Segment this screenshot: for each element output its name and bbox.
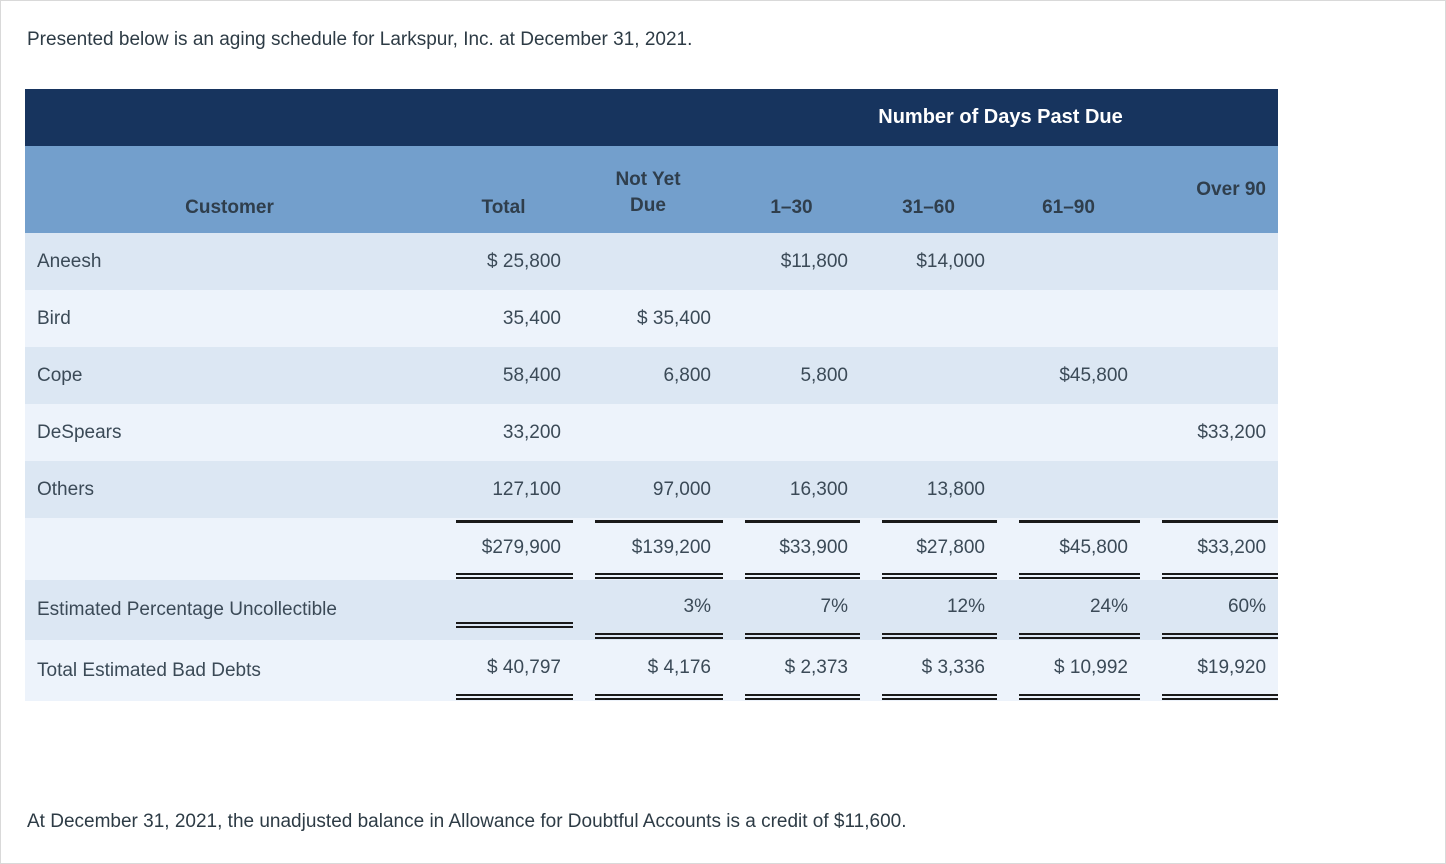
amount-cell <box>997 233 1140 290</box>
amount-cell: $14,000 <box>860 233 997 290</box>
customer-cell: Others <box>25 461 434 518</box>
amount-cell: $279,900 <box>434 518 573 580</box>
amount-cell: 60% <box>1140 580 1279 640</box>
header-over-90: Over 90 <box>1140 146 1279 233</box>
table-row-aneesh: Aneesh $ 25,800 $11,800 $14,000 <box>25 233 1279 290</box>
banner-row: Number of Days Past Due <box>25 89 1279 146</box>
amount-cell: 33,200 <box>434 404 573 461</box>
table-row-column-totals: $279,900 $139,200 $33,900 $27,800 $45,80… <box>25 518 1279 580</box>
amount-cell: $19,920 <box>1140 640 1279 701</box>
amount-cell: 5,800 <box>723 347 860 404</box>
amount-cell: 3% <box>573 580 723 640</box>
footer-text: At December 31, 2021, the unadjusted bal… <box>27 811 907 832</box>
banner-cell: Number of Days Past Due <box>723 89 1279 146</box>
amount-cell: $33,900 <box>723 518 860 580</box>
header-61-90: 61–90 <box>997 146 1140 233</box>
table-row-estimated-percentage: Estimated Percentage Uncollectible 3% 7%… <box>25 580 1279 640</box>
amount-cell <box>723 290 860 347</box>
row-label: Total Estimated Bad Debts <box>25 640 434 701</box>
column-header-row: Customer Total Not Yet Due 1–30 31–60 61… <box>25 146 1279 233</box>
amount-cell: $139,200 <box>573 518 723 580</box>
header-not-yet-due: Not Yet Due <box>573 146 723 233</box>
header-1-30: 1–30 <box>723 146 860 233</box>
amount-cell: $11,800 <box>723 233 860 290</box>
amount-cell: $33,200 <box>1140 404 1279 461</box>
amount-cell: 35,400 <box>434 290 573 347</box>
amount-cell <box>860 404 997 461</box>
table-row-others: Others 127,100 97,000 16,300 13,800 <box>25 461 1279 518</box>
amount-cell: $45,800 <box>997 518 1140 580</box>
amount-cell <box>997 290 1140 347</box>
amount-cell <box>723 404 860 461</box>
amount-cell: 24% <box>997 580 1140 640</box>
intro-text: Presented below is an aging schedule for… <box>27 29 693 50</box>
table-row-cope: Cope 58,400 6,800 5,800 $45,800 <box>25 347 1279 404</box>
banner-spacer <box>25 89 723 146</box>
amount-cell <box>1140 290 1279 347</box>
customer-cell: Bird <box>25 290 434 347</box>
amount-cell: $ 10,992 <box>997 640 1140 701</box>
amount-cell: $ 2,373 <box>723 640 860 701</box>
table-row-despears: DeSpears 33,200 $33,200 <box>25 404 1279 461</box>
amount-cell <box>860 347 997 404</box>
table-row-bird: Bird 35,400 $ 35,400 <box>25 290 1279 347</box>
customer-cell: Aneesh <box>25 233 434 290</box>
amount-cell <box>997 404 1140 461</box>
amount-cell: $27,800 <box>860 518 997 580</box>
amount-cell: $ 40,797 <box>434 640 573 701</box>
amount-cell <box>860 290 997 347</box>
amount-cell: 16,300 <box>723 461 860 518</box>
amount-cell: $33,200 <box>1140 518 1279 580</box>
amount-cell: $ 25,800 <box>434 233 573 290</box>
header-31-60: 31–60 <box>860 146 997 233</box>
row-label: Estimated Percentage Uncollectible <box>25 580 434 640</box>
amount-cell <box>997 461 1140 518</box>
amount-cell <box>434 580 573 640</box>
amount-cell: 127,100 <box>434 461 573 518</box>
amount-cell <box>573 233 723 290</box>
customer-cell: Cope <box>25 347 434 404</box>
aging-schedule-table: Number of Days Past Due Customer Total N… <box>25 89 1279 701</box>
header-total: Total <box>434 146 573 233</box>
table-row-total-estimated-bad-debts: Total Estimated Bad Debts $ 40,797 $ 4,1… <box>25 640 1279 701</box>
amount-cell <box>1140 233 1279 290</box>
banner-title: Number of Days Past Due <box>878 106 1123 128</box>
amount-cell: $ 3,336 <box>860 640 997 701</box>
amount-cell <box>1140 461 1279 518</box>
amount-cell: $ 35,400 <box>573 290 723 347</box>
amount-cell: 58,400 <box>434 347 573 404</box>
amount-cell: 7% <box>723 580 860 640</box>
customer-cell <box>25 518 434 580</box>
header-customer: Customer <box>25 146 434 233</box>
amount-cell: 97,000 <box>573 461 723 518</box>
amount-cell: $45,800 <box>997 347 1140 404</box>
amount-cell: 6,800 <box>573 347 723 404</box>
amount-cell <box>1140 347 1279 404</box>
customer-cell: DeSpears <box>25 404 434 461</box>
amount-cell: $ 4,176 <box>573 640 723 701</box>
amount-cell <box>573 404 723 461</box>
amount-cell: 12% <box>860 580 997 640</box>
amount-cell: 13,800 <box>860 461 997 518</box>
